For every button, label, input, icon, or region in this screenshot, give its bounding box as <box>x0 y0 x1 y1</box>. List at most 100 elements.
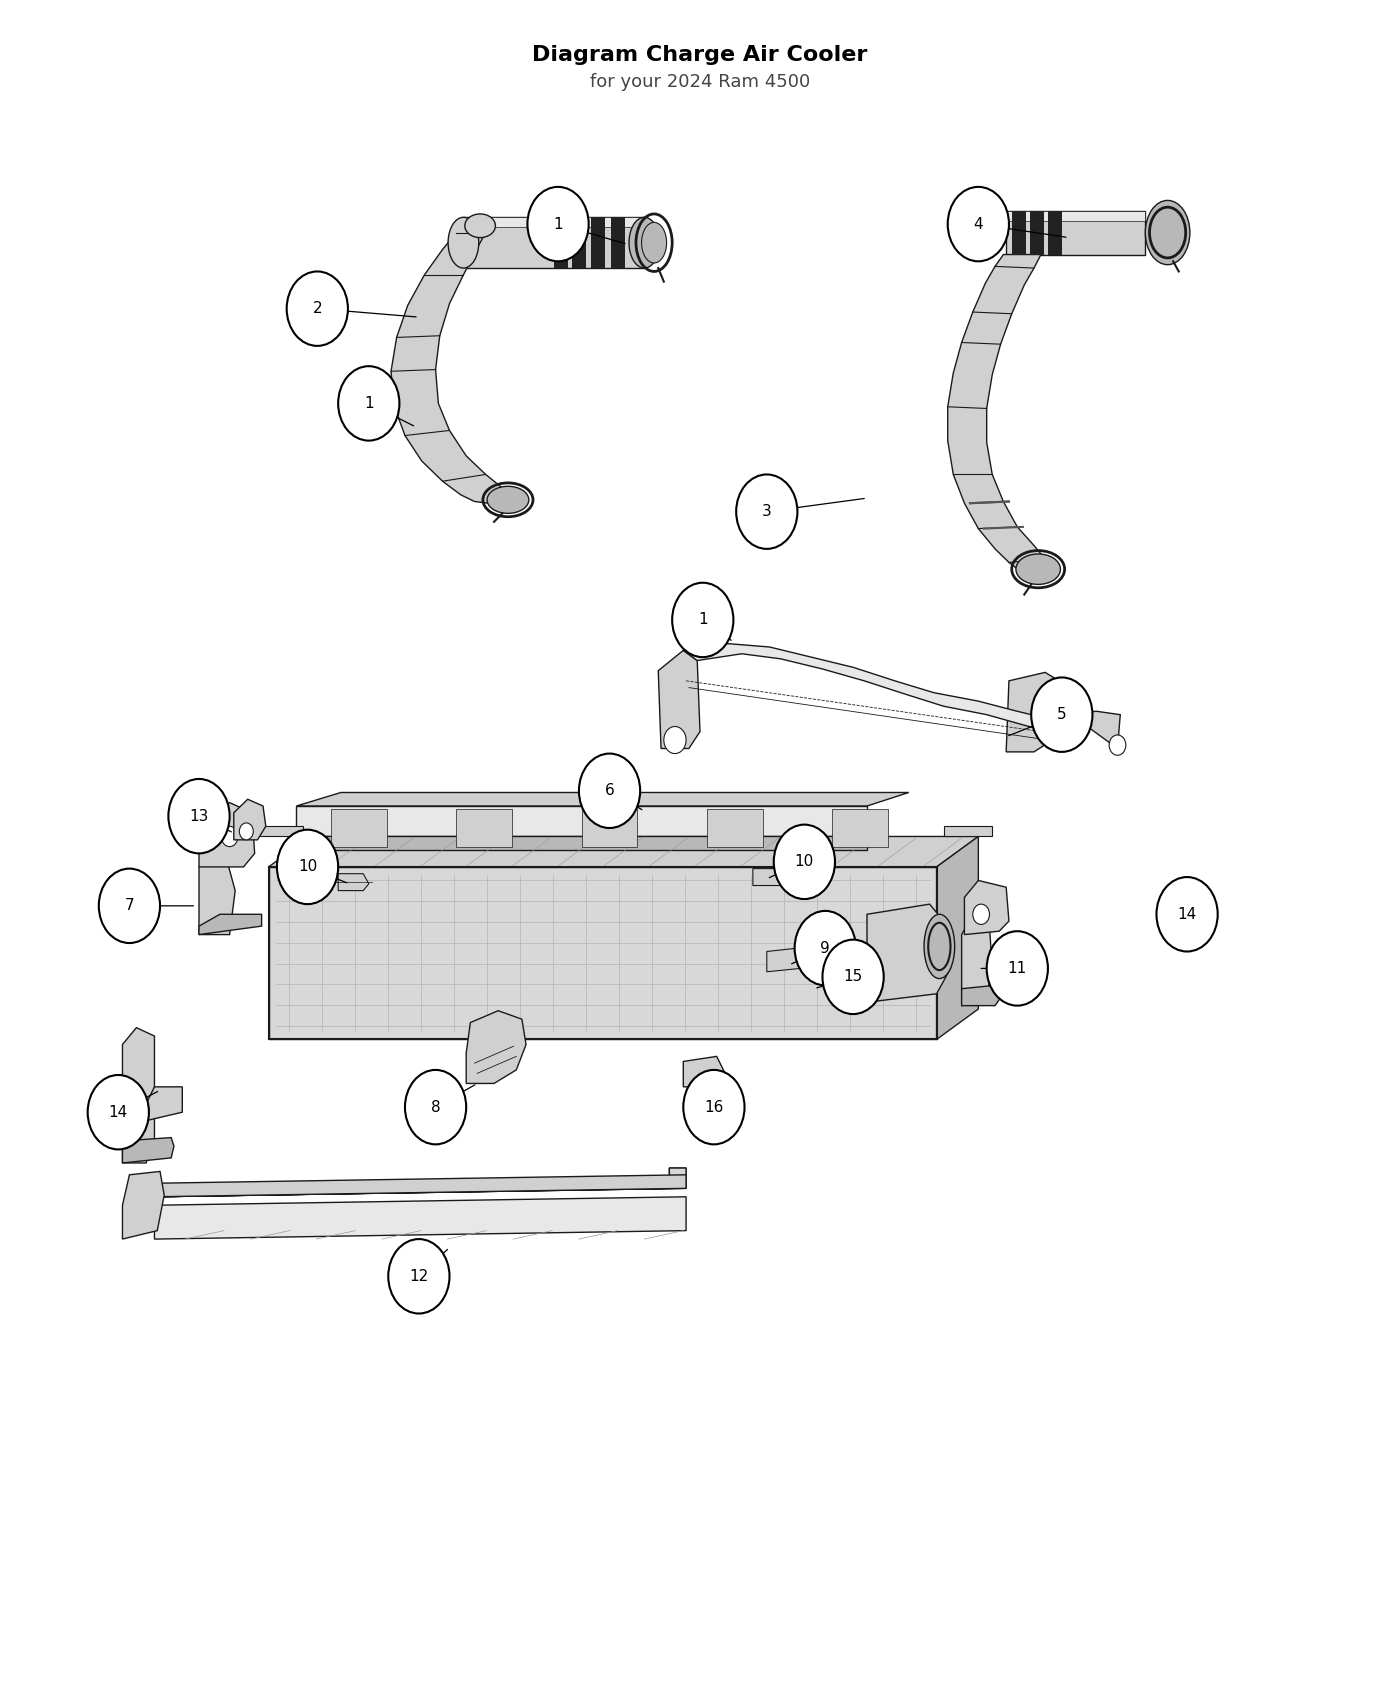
Polygon shape <box>948 255 1056 571</box>
Polygon shape <box>199 802 255 867</box>
Polygon shape <box>199 853 235 935</box>
Circle shape <box>239 823 253 840</box>
Text: 1: 1 <box>699 612 707 627</box>
Polygon shape <box>767 949 805 972</box>
Circle shape <box>683 1069 745 1144</box>
Text: 16: 16 <box>704 1100 724 1115</box>
Ellipse shape <box>924 915 955 979</box>
Polygon shape <box>1007 211 1145 255</box>
Circle shape <box>973 904 990 925</box>
Polygon shape <box>154 1168 686 1197</box>
Polygon shape <box>154 1197 686 1239</box>
Circle shape <box>405 1069 466 1144</box>
Circle shape <box>1032 678 1092 751</box>
Text: 3: 3 <box>762 505 771 518</box>
Text: 2: 2 <box>312 301 322 316</box>
Polygon shape <box>944 826 993 836</box>
Text: 1: 1 <box>364 396 374 411</box>
Text: Diagram Charge Air Cooler: Diagram Charge Air Cooler <box>532 44 868 65</box>
Bar <box>707 809 763 847</box>
Circle shape <box>277 830 339 904</box>
Ellipse shape <box>448 218 479 269</box>
Bar <box>1049 211 1061 255</box>
Text: 1: 1 <box>553 216 563 231</box>
Polygon shape <box>965 881 1009 935</box>
Polygon shape <box>154 1168 686 1197</box>
Polygon shape <box>199 915 262 935</box>
Ellipse shape <box>1145 201 1190 265</box>
Circle shape <box>388 1239 449 1314</box>
Text: 7: 7 <box>125 898 134 913</box>
Text: 6: 6 <box>605 784 615 799</box>
Ellipse shape <box>629 218 659 269</box>
Circle shape <box>795 911 855 986</box>
Bar <box>573 218 585 269</box>
Polygon shape <box>234 799 266 840</box>
Text: 4: 4 <box>973 216 983 231</box>
Ellipse shape <box>487 486 529 513</box>
Text: 10: 10 <box>298 860 318 874</box>
Polygon shape <box>269 836 979 867</box>
Text: 8: 8 <box>431 1100 441 1115</box>
Bar <box>582 809 637 847</box>
Polygon shape <box>391 221 526 503</box>
Circle shape <box>339 366 399 440</box>
Polygon shape <box>255 826 304 836</box>
Bar <box>610 218 624 269</box>
Polygon shape <box>466 1012 526 1083</box>
Polygon shape <box>1007 673 1058 751</box>
Circle shape <box>528 187 588 262</box>
Text: 11: 11 <box>1008 960 1028 976</box>
Text: 12: 12 <box>409 1268 428 1284</box>
Polygon shape <box>962 986 1004 1006</box>
Ellipse shape <box>465 214 496 238</box>
Bar <box>554 218 568 269</box>
Circle shape <box>1109 734 1126 755</box>
Circle shape <box>88 1074 148 1149</box>
Polygon shape <box>463 218 644 269</box>
Circle shape <box>736 474 798 549</box>
Circle shape <box>1156 877 1218 952</box>
Polygon shape <box>937 836 979 1039</box>
Text: 13: 13 <box>189 809 209 824</box>
Polygon shape <box>1049 711 1120 748</box>
Polygon shape <box>122 1027 154 1163</box>
Circle shape <box>987 932 1049 1006</box>
Text: for your 2024 Ram 4500: for your 2024 Ram 4500 <box>589 73 811 92</box>
Polygon shape <box>1007 211 1145 221</box>
Polygon shape <box>463 218 644 228</box>
Ellipse shape <box>641 223 666 264</box>
Circle shape <box>99 869 160 944</box>
Polygon shape <box>297 792 909 806</box>
Polygon shape <box>658 651 700 748</box>
Circle shape <box>948 187 1009 262</box>
Polygon shape <box>269 867 937 1039</box>
Ellipse shape <box>1162 894 1179 921</box>
Circle shape <box>287 272 349 345</box>
Polygon shape <box>297 806 867 836</box>
Circle shape <box>580 753 640 828</box>
Polygon shape <box>753 869 792 886</box>
Bar <box>832 809 888 847</box>
Circle shape <box>221 826 238 847</box>
Polygon shape <box>122 1137 174 1163</box>
Text: 15: 15 <box>843 969 862 984</box>
Bar <box>1030 211 1044 255</box>
Polygon shape <box>122 1171 164 1239</box>
Polygon shape <box>146 1086 182 1120</box>
Text: 14: 14 <box>109 1105 127 1120</box>
Bar <box>1012 211 1026 255</box>
Bar <box>456 809 512 847</box>
Circle shape <box>664 726 686 753</box>
Text: 5: 5 <box>1057 707 1067 722</box>
Ellipse shape <box>1016 554 1060 585</box>
Bar <box>591 218 605 269</box>
Polygon shape <box>154 1175 686 1197</box>
Text: 9: 9 <box>820 940 830 955</box>
Polygon shape <box>339 874 368 891</box>
Polygon shape <box>962 918 993 1006</box>
Circle shape <box>672 583 734 658</box>
Text: 10: 10 <box>795 855 813 869</box>
Bar <box>332 809 386 847</box>
Text: 14: 14 <box>1177 906 1197 921</box>
